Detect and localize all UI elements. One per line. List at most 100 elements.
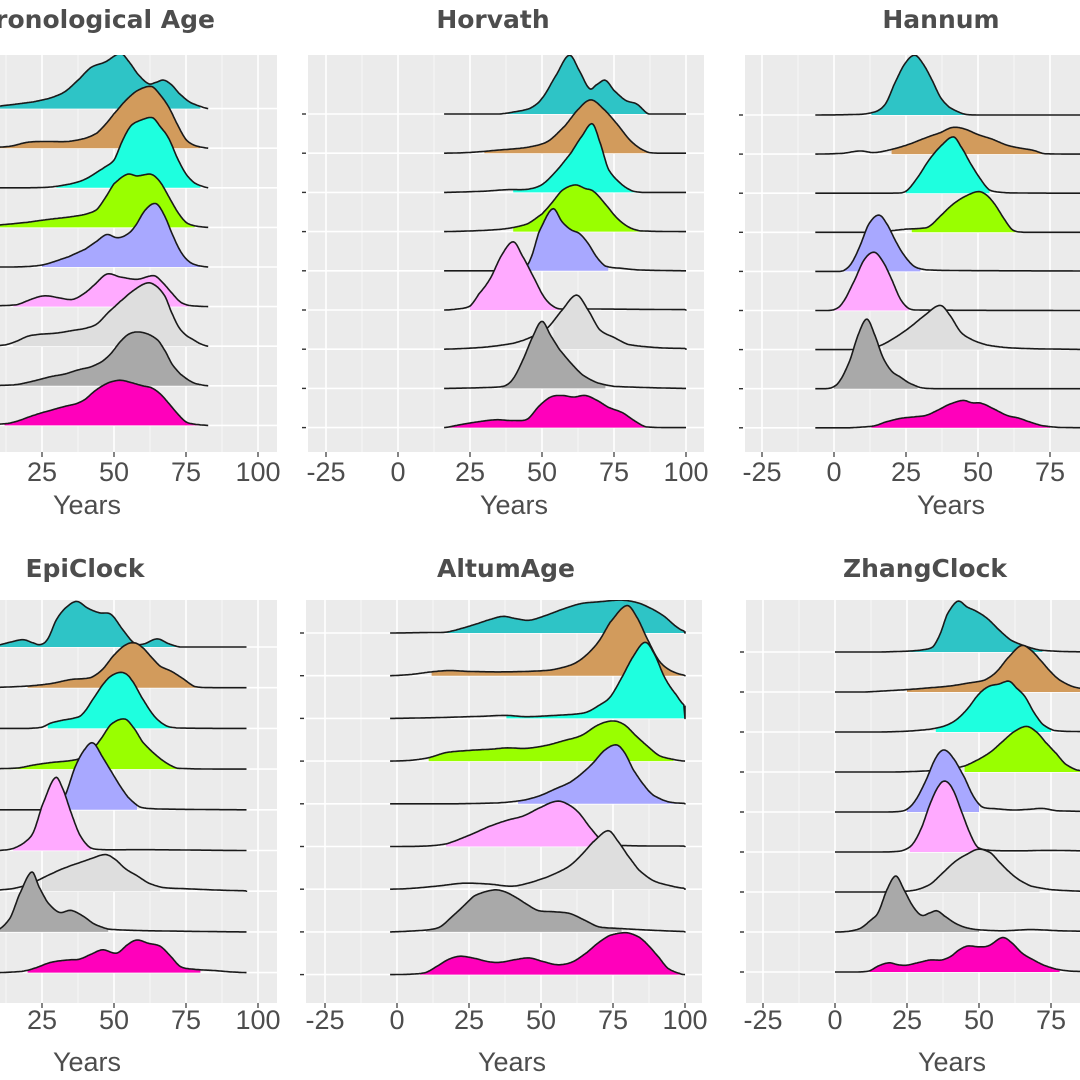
x-axis-label: Years [53, 1047, 121, 1077]
ridge-outline [444, 184, 686, 233]
x-tick-label: 50 [99, 1005, 129, 1035]
x-tick-label: 50 [963, 457, 993, 487]
x-tick-label: -25 [743, 1005, 782, 1035]
ridge-outline [390, 604, 686, 677]
ridge-fill [27, 940, 201, 973]
ridge-fill [507, 55, 649, 114]
ridge-outline [0, 671, 247, 730]
ridge-fill [27, 642, 201, 688]
ridges [815, 55, 1080, 429]
ridge-outline [444, 294, 687, 350]
x-axis-label: Years [918, 1047, 986, 1077]
ridges [0, 600, 248, 974]
ridge-fill [4, 380, 201, 426]
ridge-fill [425, 889, 622, 932]
ridge-fill [834, 319, 918, 389]
x-tick-label: 100 [663, 457, 708, 487]
ridge-outline [815, 190, 1080, 234]
panel-title: Hannum [882, 5, 999, 34]
ridge-outline [0, 776, 247, 852]
x-tick-label: 75 [598, 1005, 628, 1035]
ridge-fill [431, 605, 685, 676]
x-tick-label: 75 [1036, 1005, 1066, 1035]
ridge-fill [446, 801, 605, 847]
x-tick-label: 0 [826, 457, 841, 487]
ridge-outline [0, 282, 209, 347]
ridge-outline [444, 55, 686, 115]
ridge-fill [47, 672, 172, 729]
x-tick-label: -25 [305, 1005, 344, 1035]
ridge-fill [470, 241, 560, 310]
x-tick-label: 50 [99, 457, 129, 487]
x-tick-label: 75 [599, 457, 629, 487]
x-tick-label: 100 [235, 457, 280, 487]
ridge-fill [420, 932, 685, 975]
ridge-outline [390, 829, 686, 890]
ridge-outline [815, 251, 1080, 312]
x-tick-label: 0 [389, 1005, 404, 1035]
x-tick-label: 0 [827, 1005, 842, 1035]
ridge-outline [0, 55, 209, 110]
ridge-outline [444, 394, 686, 429]
ridge-outline [0, 173, 209, 229]
ridge-fill [918, 849, 1040, 892]
ridge-fill [883, 305, 984, 350]
x-axis-label: Years [53, 490, 121, 520]
ridge-fill [56, 117, 201, 188]
ridge-outline [815, 126, 1080, 155]
ridge-outline [835, 780, 1080, 853]
panel-zhangclock: -250255075100ZhangClockYears [740, 554, 1080, 1077]
ridge-outline [0, 331, 209, 387]
ridge-outline [0, 85, 209, 149]
panel-hannum: -250255075100HannumYears [739, 5, 1080, 520]
ridge-outline [0, 273, 209, 308]
ridges [0, 55, 209, 427]
ridge-outline [390, 720, 686, 762]
panel-title: Chronological Age [0, 5, 215, 34]
x-axis-label: Years [478, 1047, 546, 1077]
ridge-fill [527, 208, 609, 271]
ridge-outline [390, 889, 686, 933]
ridge-outline [835, 936, 1080, 973]
ridge-fill [42, 854, 161, 892]
panel-title: AltumAge [437, 554, 575, 583]
ridge-fill [871, 400, 1050, 428]
x-tick-label: 50 [964, 1005, 994, 1035]
ridge-fill [506, 642, 685, 719]
ridge-outline [835, 749, 1080, 813]
ridge-outline [835, 600, 1080, 653]
x-tick-label: 100 [662, 1005, 707, 1035]
ridge-fill [518, 744, 685, 804]
ridge-outline [0, 871, 247, 933]
ridge-outline [390, 600, 686, 634]
ridges [390, 600, 686, 976]
ridge-fill [911, 191, 1016, 233]
x-tick-label: 0 [390, 457, 405, 487]
x-axis-label: Years [917, 490, 985, 520]
panel-title: EpiClock [25, 554, 145, 583]
ridge-fill [484, 99, 652, 154]
ridge-fill [909, 781, 979, 852]
ridge-outline [444, 99, 686, 154]
ridge-fill [501, 321, 606, 389]
ridge-fill [0, 872, 109, 932]
ridge-outline [444, 122, 686, 194]
x-tick-label: 25 [454, 1005, 484, 1035]
ridge-outline [444, 320, 686, 390]
panel-title: Horvath [436, 5, 549, 34]
ridge-outline [0, 600, 247, 648]
ridge-outline [835, 875, 1080, 933]
ridge-fill [0, 601, 178, 647]
ridge-outline [0, 202, 209, 268]
ridge-outline [390, 931, 686, 976]
ridge-fill [834, 252, 909, 311]
ridge-fill [13, 331, 201, 386]
ridge-fill [444, 395, 646, 428]
ridge-fill [13, 777, 92, 851]
x-tick-label: 75 [171, 1005, 201, 1035]
x-tick-label: 75 [171, 457, 201, 487]
ridge-outline [0, 116, 209, 189]
ridge-fill [4, 718, 181, 770]
ridge-outline [0, 853, 248, 892]
